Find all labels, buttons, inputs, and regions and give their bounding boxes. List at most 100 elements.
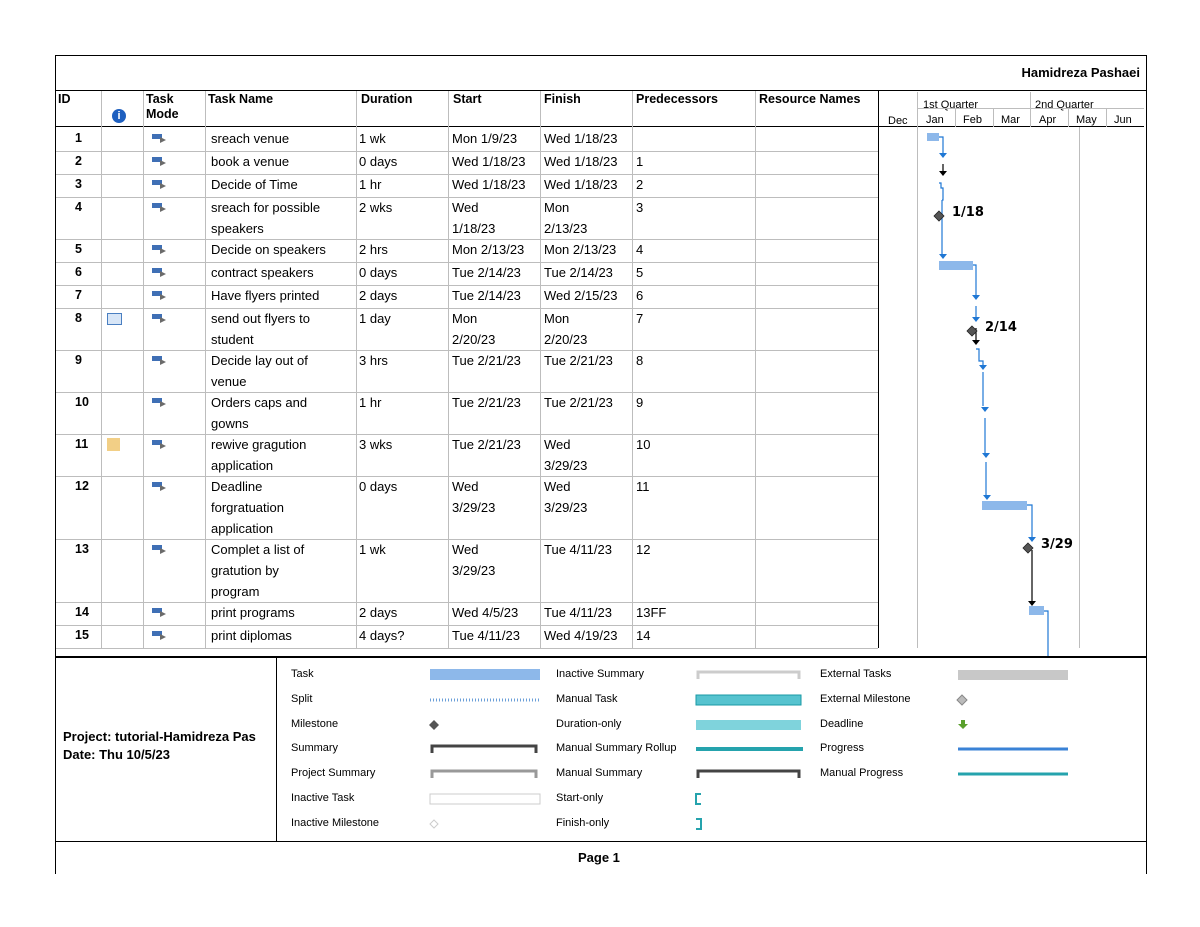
auto-scheduled-icon — [152, 631, 166, 640]
dependency-link — [939, 182, 944, 201]
task-start: Wed 3/29/23 — [452, 542, 496, 578]
task-predecessors: 3 — [636, 200, 644, 215]
legend-top-divider — [56, 656, 1146, 658]
legend-label: Finish-only — [556, 817, 610, 829]
project-date: Date: Thu 10/5/23 — [63, 747, 170, 762]
task-predecessors: 9 — [636, 395, 644, 410]
header-bottom-line — [56, 126, 878, 127]
task-predecessors: 2 — [636, 177, 644, 192]
legend-label: Deadline — [820, 718, 864, 730]
task-id: 4 — [75, 200, 82, 214]
task-duration: 0 days — [359, 154, 398, 169]
legend-label: Manual Task — [556, 693, 618, 705]
task-predecessors: 6 — [636, 288, 644, 303]
task-start: Mon 1/9/23 — [452, 131, 518, 146]
task-id: 13 — [75, 542, 89, 556]
author-name: Hamidreza Pashaei — [1021, 65, 1140, 80]
task-duration: 2 wks — [359, 200, 393, 215]
legend-swatch-manual-summary — [696, 769, 801, 778]
task-id: 12 — [75, 479, 89, 493]
task-duration: 4 days? — [359, 628, 405, 643]
legend-label: External Milestone — [820, 693, 911, 705]
task-id: 10 — [75, 395, 89, 409]
task-bar — [982, 501, 1027, 510]
col-header-id: ID — [58, 92, 71, 106]
task-id: 7 — [75, 288, 82, 302]
row-separator — [56, 308, 878, 309]
task-name: contract speakers — [211, 265, 314, 280]
task-id: 1 — [75, 131, 82, 145]
dependency-arrow — [972, 340, 980, 345]
dependency-arrow — [981, 407, 989, 412]
legend-label: Inactive Task — [291, 792, 355, 804]
task-predecessors: 4 — [636, 242, 644, 257]
legend-swatch-inactive-task — [429, 793, 541, 805]
task-start: Mon 2/20/23 — [452, 311, 496, 347]
task-predecessors: 7 — [636, 311, 644, 326]
task-id: 3 — [75, 177, 82, 191]
task-duration: 3 hrs — [359, 353, 388, 368]
legend-swatch-external-milestone — [956, 694, 968, 706]
timescale-separator — [993, 109, 994, 127]
auto-scheduled-icon — [152, 608, 166, 617]
row-separator — [56, 648, 878, 649]
dependency-link — [973, 264, 977, 296]
column-separator — [101, 91, 102, 648]
task-start: Tue 4/11/23 — [452, 628, 520, 643]
dependency-arrow — [982, 453, 990, 458]
timescale-month-apr: Apr — [1039, 114, 1057, 126]
task-id: 11 — [75, 437, 89, 451]
legend-swatch-task — [430, 669, 540, 680]
legend-label: Milestone — [291, 718, 339, 730]
task-start: Wed 1/18/23 — [452, 154, 526, 169]
legend-swatch-deadline — [958, 720, 968, 729]
task-name: Deadline forgratuation application — [211, 479, 284, 536]
auto-scheduled-icon — [152, 157, 166, 166]
task-bar — [927, 133, 939, 141]
dependency-arrow — [939, 171, 947, 176]
row-separator — [56, 285, 878, 286]
task-finish: Wed 4/19/23 — [544, 628, 618, 643]
page-number: Page 1 — [578, 850, 620, 865]
timescale-month-jan: Jan — [926, 114, 944, 126]
task-duration: 2 hrs — [359, 242, 388, 257]
timescale-month-dec: Dec — [888, 115, 908, 127]
column-separator — [632, 91, 633, 648]
task-name: print programs — [211, 605, 295, 620]
column-separator — [448, 91, 449, 648]
auto-scheduled-icon — [152, 482, 166, 491]
task-duration: 3 wks — [359, 437, 393, 452]
dependency-arrow — [972, 317, 980, 322]
dependency-arrow — [983, 495, 991, 500]
timescale-month-jun: Jun — [1114, 114, 1132, 126]
row-separator — [56, 539, 878, 540]
timescale-bottom-line — [878, 126, 1144, 127]
task-name: print diplomas — [211, 628, 292, 643]
legend-swatch-milestone — [429, 720, 439, 730]
row-separator — [56, 476, 878, 477]
row-separator — [56, 197, 878, 198]
dependency-link — [976, 348, 984, 366]
legend-swatch-project-summary — [430, 769, 538, 778]
dependency-arrow — [979, 365, 987, 370]
task-name: send out flyers to student — [211, 311, 310, 347]
col-header-start: Start — [453, 92, 482, 106]
task-name: Have flyers printed — [211, 288, 320, 303]
task-name: Decide lay out of venue — [211, 353, 308, 389]
row-separator — [56, 239, 878, 240]
row-separator — [56, 151, 878, 152]
task-id: 6 — [75, 265, 82, 279]
timescale-month-may: May — [1076, 114, 1097, 126]
milestone-label: 1/18 — [952, 205, 984, 220]
task-id: 2 — [75, 154, 82, 168]
task-finish: Tue 2/21/23 — [544, 353, 613, 368]
timescale-month-feb: Feb — [963, 114, 982, 126]
task-id: 9 — [75, 353, 82, 367]
dependency-arrow — [1028, 601, 1036, 606]
col-header-mode: Task Mode — [146, 92, 179, 121]
legend-label: Inactive Milestone — [291, 817, 380, 829]
legend-label: Duration-only — [556, 718, 622, 730]
col-header-finish: Finish — [544, 92, 581, 106]
page-frame: Hamidreza Pashaei ID i Task Mode Task Na… — [55, 55, 1147, 874]
gantt-quarter-line — [1079, 127, 1080, 648]
